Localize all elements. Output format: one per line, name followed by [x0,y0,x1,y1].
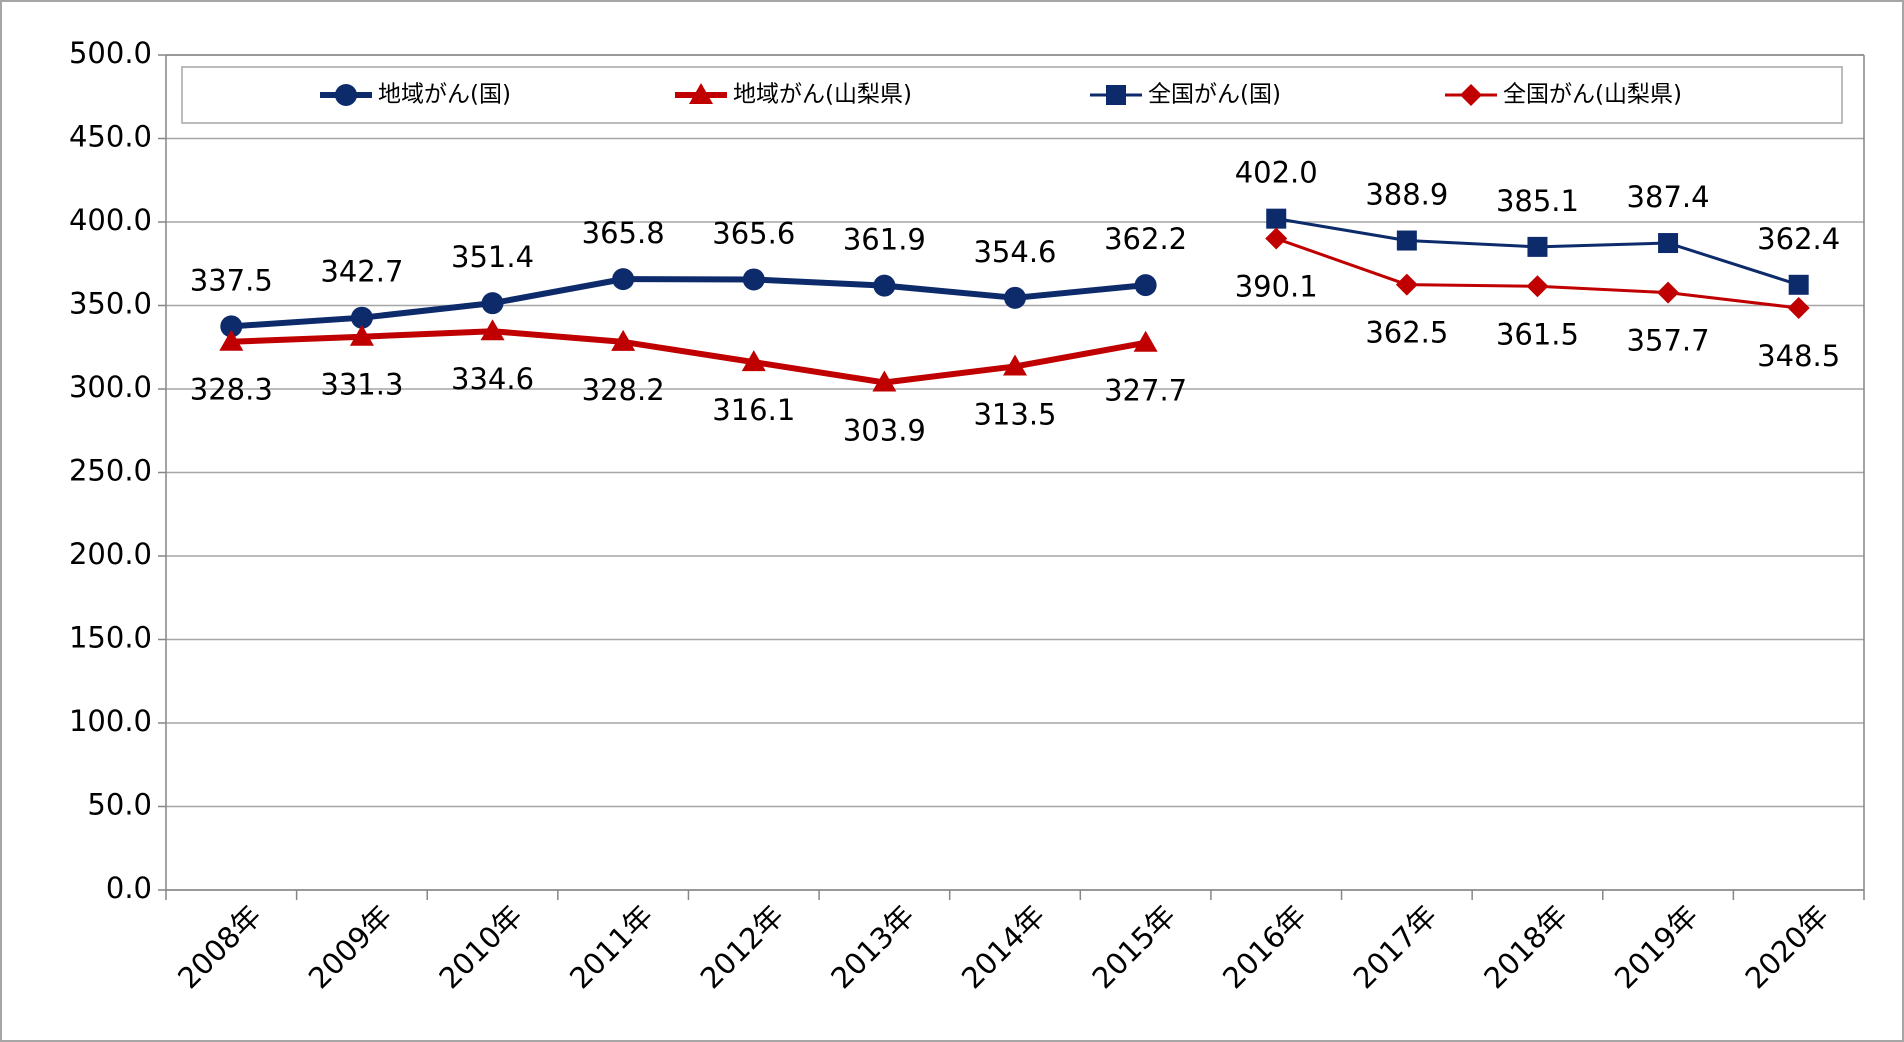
y-tick-label: 50.0 [87,788,152,822]
series-line [231,276,1146,330]
data-label: 354.6 [973,235,1056,269]
data-label: 342.7 [320,255,403,289]
marker [335,84,357,106]
data-label: 362.4 [1757,222,1840,256]
legend-box [181,66,1843,124]
y-tick-label: 300.0 [69,370,152,404]
data-label: 402.0 [1235,156,1318,190]
data-label: 362.5 [1365,316,1448,350]
marker [1133,330,1158,352]
data-label: 385.1 [1496,184,1579,218]
y-tick-label: 250.0 [69,454,152,488]
marker [872,370,897,392]
marker [1658,233,1679,254]
data-label: 327.7 [1104,374,1187,408]
data-label: 313.5 [973,397,1056,431]
y-tick-label: 150.0 [69,621,152,655]
y-tick-label: 450.0 [69,120,152,154]
marker [873,274,896,297]
marker [349,324,374,346]
y-tick-label: 100.0 [69,704,152,738]
marker [1266,208,1287,229]
marker [220,315,243,338]
data-label: 361.9 [843,223,926,257]
data-label: 348.5 [1757,339,1840,373]
marker [1788,274,1809,295]
data-label: 337.5 [190,263,273,297]
data-label: 331.3 [320,368,403,402]
legend-label: 地域がん(国) [378,82,511,108]
data-label: 365.8 [582,216,665,250]
data-label: 365.6 [712,216,795,250]
marker [1004,286,1026,309]
marker [1265,227,1288,250]
data-label: 316.1 [712,393,795,427]
data-label: 361.5 [1496,317,1579,351]
marker [1106,85,1126,105]
marker [611,329,636,351]
data-label: 362.2 [1104,222,1187,256]
data-label: 351.4 [451,240,534,274]
y-tick-label: 0.0 [106,871,152,905]
marker [1460,84,1482,106]
legend-label: 全国がん(山梨県) [1503,82,1682,108]
y-tick-label: 400.0 [69,203,152,237]
legend-label: 地域がん(山梨県) [733,82,912,108]
marker [350,306,373,329]
marker [219,329,244,351]
marker [1003,354,1027,376]
marker [1134,274,1157,297]
data-label: 387.4 [1627,180,1710,214]
data-label: 303.9 [843,413,926,447]
marker [742,268,765,291]
data-label: 390.1 [1235,270,1318,304]
legend-label: 全国がん(国) [1148,82,1281,108]
data-label: 328.3 [190,373,273,407]
marker [1657,281,1680,304]
marker [1527,236,1548,257]
data-label: 334.6 [451,362,534,396]
data-label: 357.7 [1627,324,1710,358]
data-label: 328.2 [582,373,665,407]
marker [1787,297,1810,320]
marker [689,83,713,104]
y-tick-label: 350.0 [69,287,152,321]
marker [480,319,505,341]
marker [1526,275,1549,298]
data-label: 388.9 [1365,178,1448,212]
marker [481,292,504,315]
marker [1395,273,1418,296]
y-tick-label: 200.0 [69,537,152,571]
series-line [231,328,1147,386]
y-tick-label: 500.0 [69,36,152,70]
marker [741,350,766,372]
marker [612,268,635,291]
marker [1396,230,1417,251]
